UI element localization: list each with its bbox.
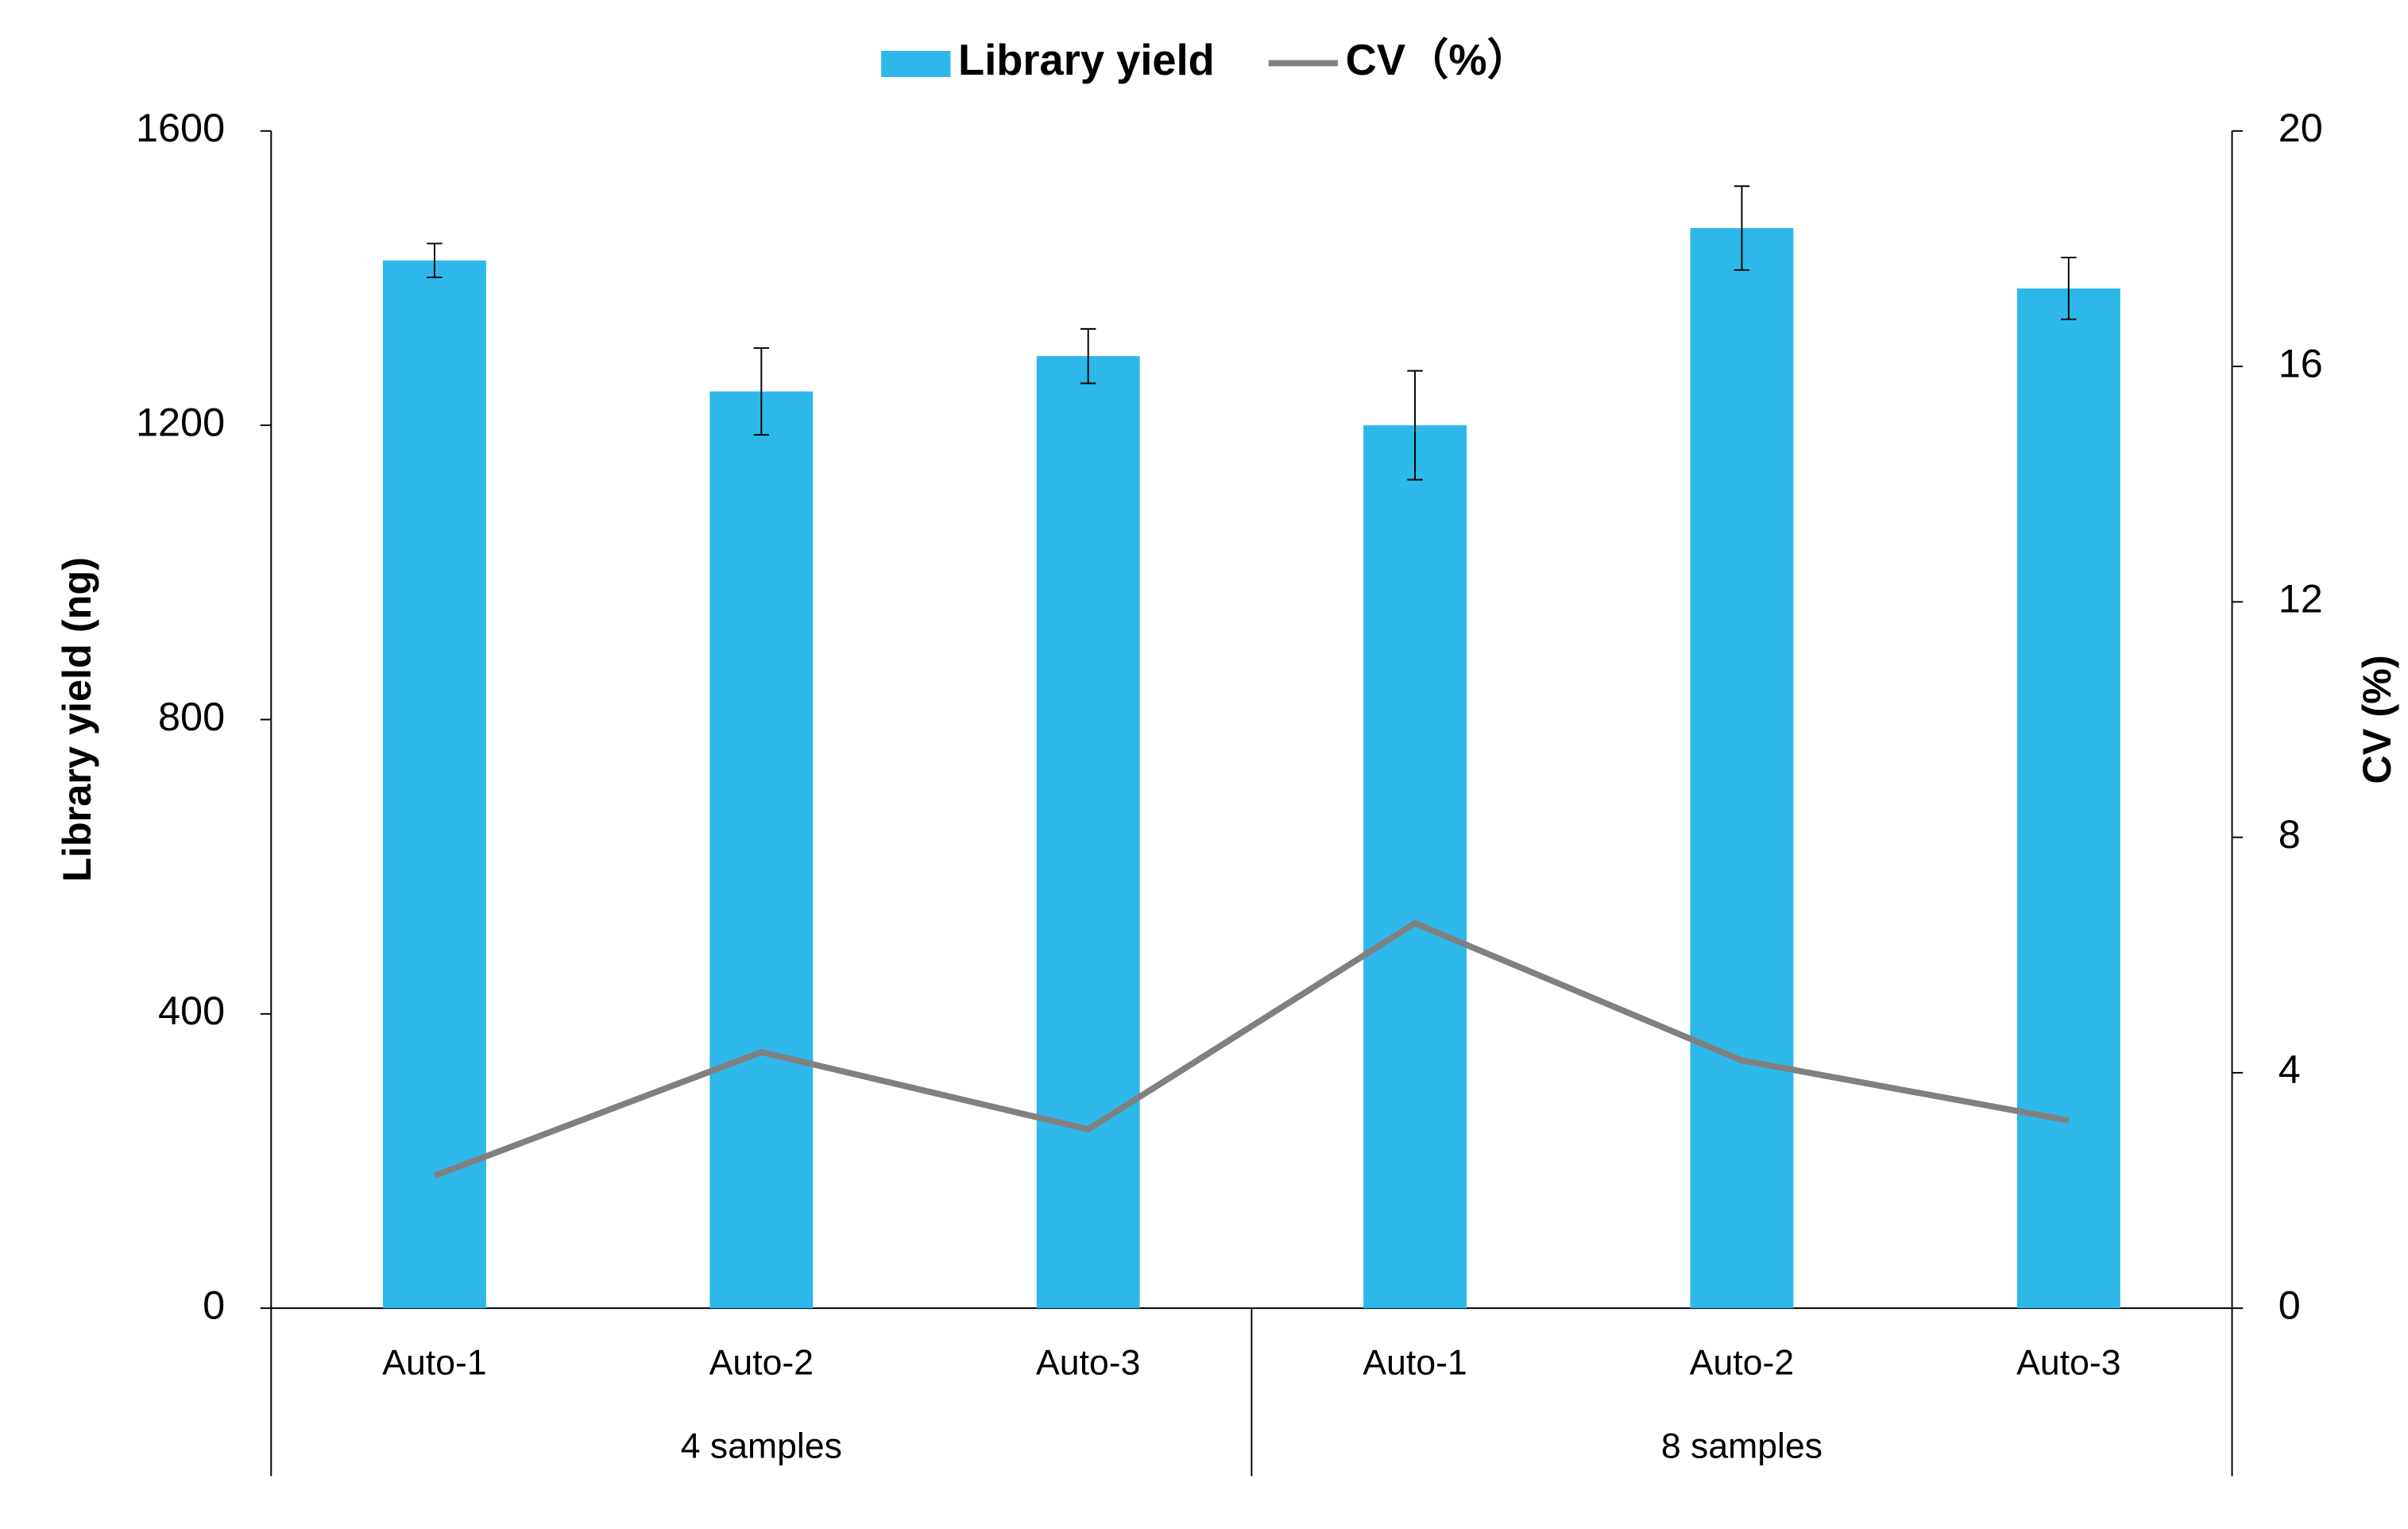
bar: [1690, 228, 1794, 1309]
legend-label: Library yield: [958, 36, 1215, 84]
y-axis-title: Library yield (ng): [54, 557, 99, 882]
bar: [2016, 288, 2120, 1309]
y-tick-label: 800: [158, 694, 225, 739]
legend-swatch: [881, 50, 951, 77]
y2-tick-label: 4: [2279, 1047, 2301, 1092]
y-tick-label: 400: [158, 988, 225, 1033]
x-tick-label: Auto-3: [1036, 1344, 1140, 1383]
bar: [1036, 356, 1140, 1309]
x-tick-label: Auto-3: [2016, 1344, 2120, 1383]
x-tick-label: Auto-1: [382, 1344, 486, 1383]
cv-line: [433, 919, 2070, 1179]
group-label: 8 samples: [1661, 1426, 1822, 1465]
y-tick-label: 0: [203, 1282, 225, 1327]
y2-tick-label: 12: [2279, 576, 2323, 621]
x-tick-label: Auto-1: [1362, 1344, 1467, 1383]
legend-label: CV（%）: [1346, 36, 1530, 84]
bar: [1363, 425, 1467, 1309]
y2-axis-title: CV (%): [2354, 655, 2399, 784]
bar: [383, 260, 486, 1309]
group-label: 4 samples: [681, 1426, 842, 1465]
y2-tick-label: 0: [2279, 1282, 2301, 1327]
y-tick-label: 1600: [136, 105, 225, 150]
x-tick-label: Auto-2: [1690, 1344, 1794, 1383]
y2-tick-label: 20: [2279, 105, 2323, 150]
y2-tick-label: 8: [2279, 811, 2301, 857]
bar: [709, 391, 814, 1309]
y2-tick-label: 16: [2279, 340, 2323, 385]
x-tick-label: Auto-2: [709, 1344, 814, 1383]
y-tick-label: 1200: [136, 399, 225, 444]
